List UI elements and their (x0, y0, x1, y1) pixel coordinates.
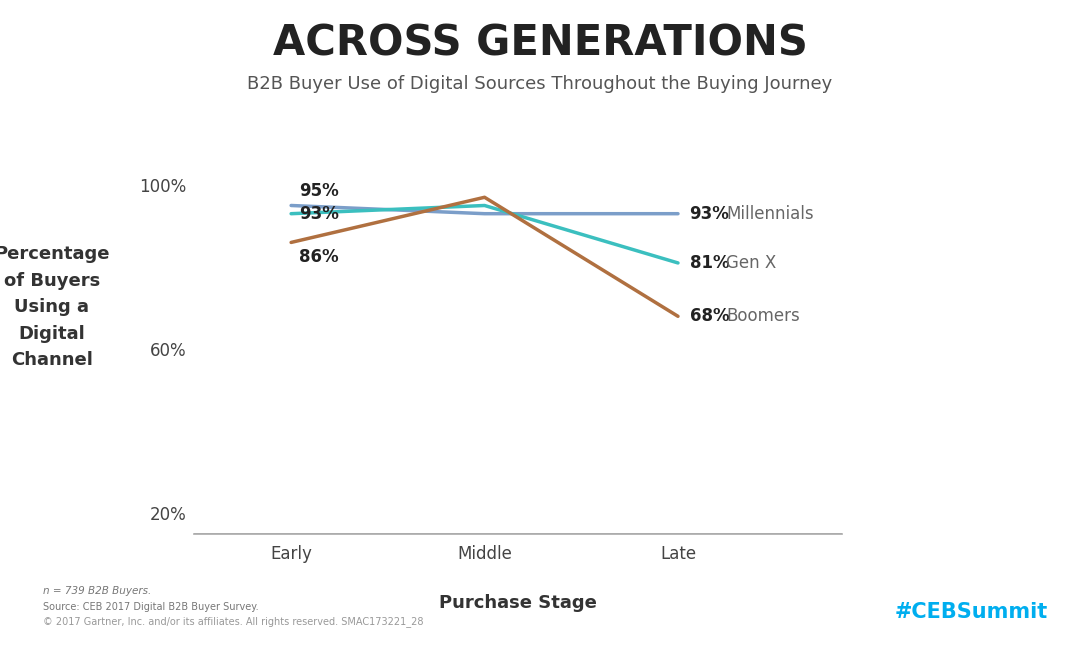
Text: #CEBSummit: #CEBSummit (894, 602, 1048, 622)
Text: © 2017 Gartner, Inc. and/or its affiliates. All rights reserved. SMAC173221_28: © 2017 Gartner, Inc. and/or its affiliat… (43, 616, 423, 627)
Text: 86%: 86% (299, 248, 338, 266)
Text: B2B Buyer Use of Digital Sources Throughout the Buying Journey: B2B Buyer Use of Digital Sources Through… (247, 75, 833, 93)
Text: Percentage
of Buyers
Using a
Digital
Channel: Percentage of Buyers Using a Digital Cha… (0, 245, 109, 369)
Text: 93%: 93% (299, 204, 339, 223)
Text: Source: CEB 2017 Digital B2B Buyer Survey.: Source: CEB 2017 Digital B2B Buyer Surve… (43, 602, 259, 611)
Text: 81%: 81% (690, 254, 729, 272)
Text: 68%: 68% (690, 307, 729, 326)
Text: Millennials: Millennials (727, 204, 814, 223)
Text: ACROSS GENERATIONS: ACROSS GENERATIONS (272, 23, 808, 65)
Text: n = 739 B2B Buyers.: n = 739 B2B Buyers. (43, 586, 151, 596)
Text: Boomers: Boomers (727, 307, 800, 326)
Text: Purchase Stage: Purchase Stage (440, 594, 597, 612)
Text: 95%: 95% (299, 182, 339, 200)
Text: 93%: 93% (690, 204, 729, 223)
Text: Gen X: Gen X (727, 254, 777, 272)
